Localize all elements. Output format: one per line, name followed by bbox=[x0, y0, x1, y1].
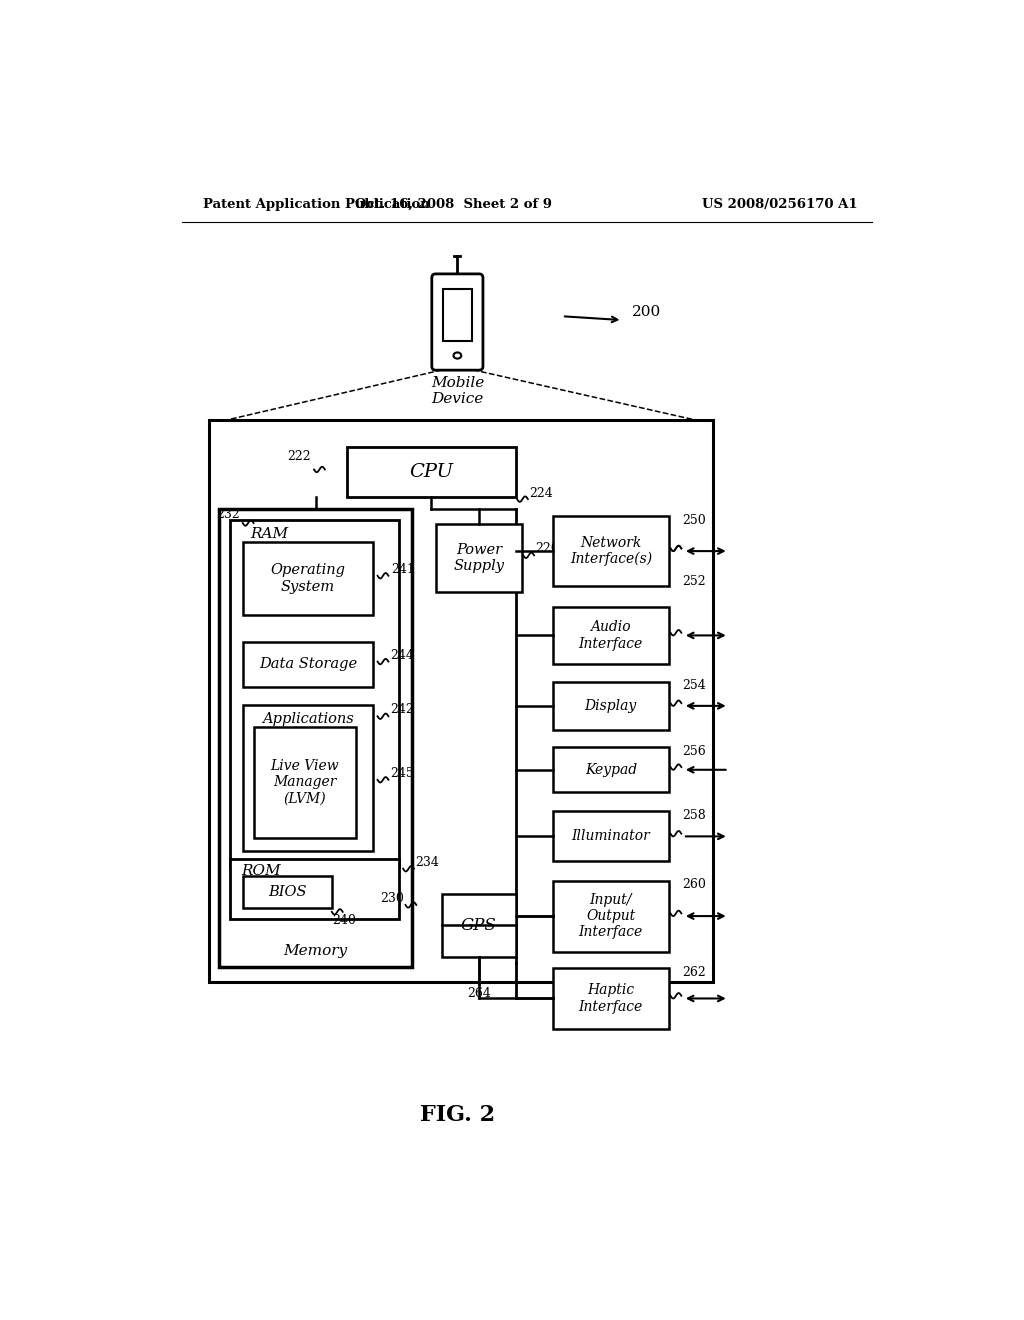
Bar bbox=[553, 607, 669, 664]
Text: 244: 244 bbox=[390, 648, 414, 661]
Text: 260: 260 bbox=[682, 878, 706, 891]
Bar bbox=[442, 894, 515, 957]
Text: Power
Supply: Power Supply bbox=[454, 543, 505, 573]
Ellipse shape bbox=[454, 352, 461, 359]
Text: Data Storage: Data Storage bbox=[259, 657, 356, 672]
Bar bbox=[553, 682, 669, 730]
Text: 262: 262 bbox=[682, 966, 706, 979]
Text: 222: 222 bbox=[288, 450, 311, 463]
Text: Mobile
Device: Mobile Device bbox=[431, 376, 484, 407]
Text: 254: 254 bbox=[682, 680, 706, 693]
Text: US 2008/0256170 A1: US 2008/0256170 A1 bbox=[701, 198, 857, 211]
Text: BIOS: BIOS bbox=[268, 886, 306, 899]
Text: Memory: Memory bbox=[284, 945, 347, 958]
Text: Patent Application Publication: Patent Application Publication bbox=[203, 198, 430, 211]
Text: FIG. 2: FIG. 2 bbox=[420, 1104, 495, 1126]
Bar bbox=[346, 447, 515, 498]
Bar bbox=[442, 289, 472, 341]
Text: GPS: GPS bbox=[461, 917, 497, 933]
Text: 252: 252 bbox=[682, 576, 706, 589]
Bar bbox=[254, 726, 356, 838]
Bar bbox=[553, 969, 669, 1028]
Bar bbox=[243, 876, 332, 908]
Text: ROM: ROM bbox=[242, 865, 282, 878]
Text: 264: 264 bbox=[467, 987, 490, 1001]
Text: Haptic
Interface: Haptic Interface bbox=[579, 983, 643, 1014]
Bar bbox=[219, 508, 413, 966]
Text: Illuminator: Illuminator bbox=[571, 829, 650, 843]
Text: 240: 240 bbox=[332, 915, 355, 927]
Text: Network
Interface(s): Network Interface(s) bbox=[569, 536, 652, 566]
Text: 241: 241 bbox=[391, 562, 415, 576]
Text: Operating
System: Operating System bbox=[270, 564, 345, 594]
Text: 226: 226 bbox=[536, 543, 559, 556]
Bar bbox=[553, 812, 669, 862]
Text: Audio
Interface: Audio Interface bbox=[579, 620, 643, 651]
Bar bbox=[230, 520, 399, 867]
Text: Applications: Applications bbox=[262, 711, 353, 726]
Text: CPU: CPU bbox=[409, 463, 453, 482]
Bar bbox=[553, 747, 669, 792]
Text: 200: 200 bbox=[632, 305, 662, 319]
Text: 245: 245 bbox=[390, 767, 414, 780]
Bar bbox=[243, 642, 373, 686]
Text: 256: 256 bbox=[682, 744, 706, 758]
Text: 224: 224 bbox=[529, 487, 553, 500]
Bar bbox=[553, 880, 669, 952]
Text: Display: Display bbox=[585, 698, 637, 713]
Bar bbox=[209, 420, 713, 982]
Text: 232: 232 bbox=[217, 508, 241, 521]
Text: Live View
Manager
(LVM): Live View Manager (LVM) bbox=[270, 759, 339, 805]
Text: Keypad: Keypad bbox=[585, 763, 637, 776]
FancyBboxPatch shape bbox=[432, 275, 483, 370]
Text: 242: 242 bbox=[390, 704, 414, 717]
Bar bbox=[243, 705, 373, 851]
Bar bbox=[553, 516, 669, 586]
Text: 234: 234 bbox=[415, 855, 438, 869]
Bar bbox=[436, 524, 521, 591]
Text: 230: 230 bbox=[380, 892, 403, 906]
Text: RAM: RAM bbox=[250, 527, 288, 541]
Bar bbox=[243, 543, 373, 615]
Bar bbox=[230, 859, 399, 919]
Text: Oct. 16, 2008  Sheet 2 of 9: Oct. 16, 2008 Sheet 2 of 9 bbox=[355, 198, 552, 211]
Text: 258: 258 bbox=[682, 809, 706, 822]
Text: 250: 250 bbox=[682, 513, 706, 527]
Text: Input/
Output
Interface: Input/ Output Interface bbox=[579, 892, 643, 940]
